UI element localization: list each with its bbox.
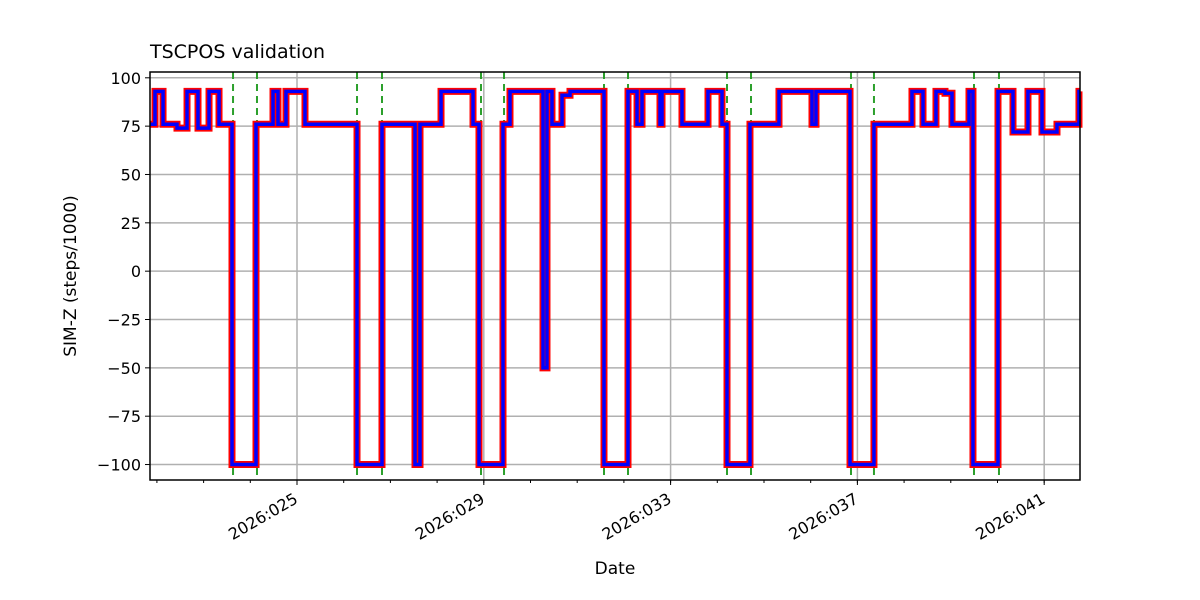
y-tick-label: −75 [107,407,141,426]
y-axis-label: SIM-Z (steps/1000) [61,195,81,357]
y-tick-label: 25 [121,214,141,233]
y-tick-label: 75 [121,117,141,136]
y-tick-label: −50 [107,359,141,378]
chart-title: TSCPOS validation [149,41,325,63]
series [150,87,1083,469]
x-axis-label: Date [595,559,636,579]
y-tick-label: −25 [107,311,141,330]
y-tick-label: −100 [97,456,141,475]
plot-frame [149,71,1081,481]
y-tick-label: 50 [121,165,141,184]
y-tick-label: 0 [131,262,141,281]
series-line-blue [150,89,1081,467]
y-tick-label: 100 [110,69,141,88]
